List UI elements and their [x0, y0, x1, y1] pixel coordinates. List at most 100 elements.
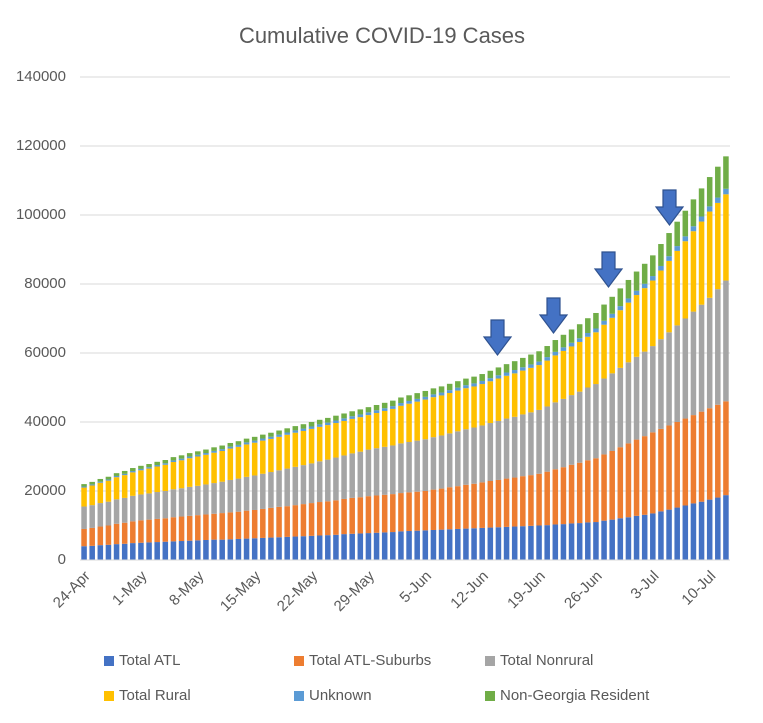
legend-label: Non-Georgia Resident [500, 687, 650, 704]
bar-segment [463, 388, 469, 430]
bar-segment [609, 450, 615, 520]
bar-segment [723, 495, 729, 560]
bar-segment [520, 357, 526, 368]
bar-segment [195, 515, 201, 541]
bar-segment [633, 515, 640, 560]
bar-segment [138, 520, 144, 543]
bar-segment [495, 527, 502, 560]
bar-segment [349, 418, 355, 454]
bar-segment [219, 481, 225, 514]
bar-segment [438, 386, 445, 393]
bar-segment [357, 533, 364, 560]
bar-segment [723, 194, 729, 281]
bar-segment [536, 473, 542, 526]
y-tick-label: 80000 [24, 275, 66, 292]
bar-segment [357, 414, 364, 418]
bar-segment [658, 511, 664, 560]
bar-segment [503, 372, 510, 376]
bar-segment [227, 448, 234, 480]
bar-segment [593, 522, 599, 560]
bar-segment [227, 446, 234, 449]
bar-segment [503, 418, 510, 479]
bar-segment [373, 404, 380, 411]
bar-segment [414, 491, 420, 531]
bar-segment [284, 536, 290, 560]
bar-segment [251, 440, 258, 443]
y-tick-label: 120000 [16, 137, 66, 154]
bar-segment [398, 405, 404, 444]
legend-swatch [485, 656, 495, 666]
bar-segment [633, 295, 640, 357]
bar-segment [121, 470, 128, 474]
bar-segment [316, 502, 323, 536]
bar-segment [479, 527, 485, 560]
bar-segment [560, 524, 567, 560]
bar-segment [146, 493, 152, 520]
bar-segment [625, 279, 632, 299]
bar-segment [178, 488, 185, 517]
bar-segment [520, 370, 526, 415]
bar-segment [463, 378, 469, 386]
bar-segment [292, 430, 299, 433]
bar-segment [650, 280, 656, 347]
bar-segment [292, 466, 299, 506]
bar-segment [617, 518, 624, 560]
bar-segment [365, 412, 372, 416]
bar-segment [503, 478, 510, 527]
bar-segment [284, 432, 290, 435]
bar-segment [89, 545, 95, 560]
bar-segment [576, 391, 583, 463]
bar-segment [593, 458, 599, 523]
bar-segment [544, 406, 550, 472]
bar-segment [138, 465, 144, 469]
bar-segment [97, 545, 104, 560]
bar-segment [658, 244, 664, 266]
bar-segment [585, 522, 591, 560]
bar-segment [178, 541, 185, 560]
bar-segment [625, 443, 632, 518]
bar-segment [406, 395, 412, 401]
bar-segment [341, 420, 347, 456]
bar-segment [544, 357, 550, 361]
legend-label: Unknown [309, 687, 372, 704]
bar-segment [471, 427, 477, 484]
bar-segment [365, 496, 372, 534]
bar-segment [414, 398, 420, 402]
bar-segment [162, 464, 169, 491]
bar-segment [617, 288, 624, 307]
bar-segment [698, 221, 705, 305]
bar-segment [536, 361, 542, 366]
bar-segment [674, 507, 680, 560]
bar-segment [276, 470, 282, 507]
bar-segment [471, 483, 477, 529]
bar-segment [357, 409, 364, 415]
bar-segment [203, 454, 209, 485]
bar-segment [568, 395, 575, 465]
bar-segment [715, 497, 721, 560]
bar-segment [308, 503, 315, 536]
bar-segment [406, 531, 412, 560]
bar-segment [650, 255, 656, 277]
bar-segment [585, 460, 591, 523]
bar-segment [349, 497, 355, 534]
bar-segment [308, 463, 315, 504]
bar-segment [706, 408, 713, 500]
bar-segment [641, 288, 648, 352]
legend-swatch [104, 691, 114, 701]
bar-segment [268, 436, 274, 439]
bar-segment [81, 546, 87, 560]
bar-segment [520, 367, 526, 371]
bar-segment [641, 436, 648, 515]
bar-segment [211, 539, 217, 560]
bar-segment [381, 532, 388, 560]
bar-segment [89, 527, 95, 546]
bar-segment [715, 166, 721, 198]
y-tick-label: 100000 [16, 206, 66, 223]
bar-segment [560, 398, 567, 468]
bar-segment [211, 450, 217, 453]
bar-segment [406, 492, 412, 532]
bar-segment [511, 416, 518, 478]
bar-segment [235, 441, 242, 445]
bar-segment [365, 533, 372, 560]
